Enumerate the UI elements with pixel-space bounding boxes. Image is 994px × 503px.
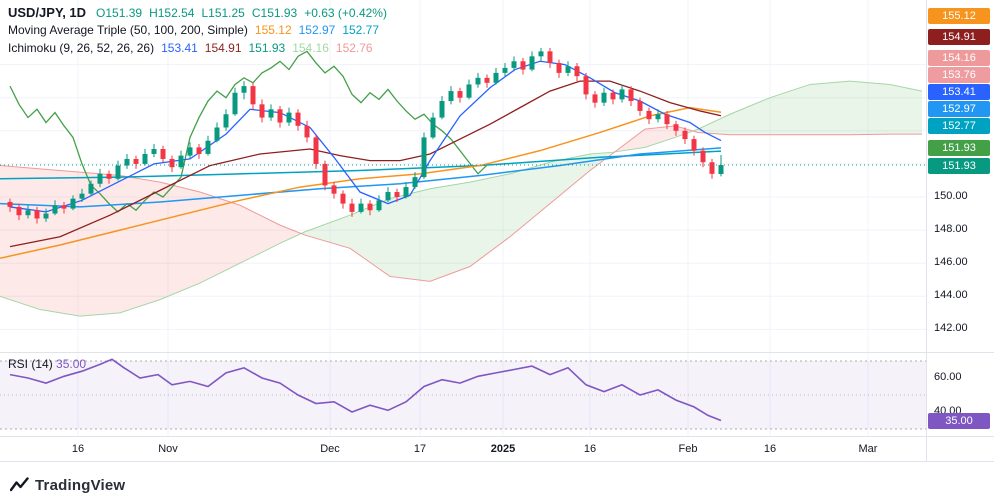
ma-legend-row[interactable]: Moving Average Triple (50, 100, 200, Sim… — [8, 23, 387, 41]
time-axis-label: 2025 — [490, 443, 516, 455]
price-axis-label: 144.00 — [934, 289, 968, 302]
price-axis-label: 150.00 — [934, 190, 968, 202]
price-badge-ichimoku-lead-b: 153.76 — [928, 67, 990, 83]
price-axis-label: 142.00 — [934, 322, 968, 335]
ichimoku-indicator-title: Ichimoku (9, 26, 52, 26, 26) — [8, 41, 155, 55]
ichimoku-value: 154.16 — [292, 41, 329, 55]
time-axis[interactable]: 16 Nov Dec 17 2025 16 Feb 16 Mar — [0, 437, 994, 461]
open-value: O151.39 — [96, 6, 143, 20]
time-axis-label: 16 — [763, 443, 777, 455]
price-badge-ichimoku-conversion: 153.41 — [928, 84, 990, 100]
close-value: C151.93 — [251, 6, 298, 20]
legend-panel: USD/JPY, 1D O151.39 H152.54 L151.25 C151… — [8, 5, 387, 59]
symbol-title: USD/JPY, 1D — [8, 5, 87, 20]
price-badge-ichimoku-lagging: 151.93 — [928, 140, 990, 156]
time-axis-label: 16 — [71, 443, 85, 455]
ichimoku-legend-row[interactable]: Ichimoku (9, 26, 52, 26, 26) 153.41 154.9… — [8, 41, 387, 59]
change-value: +0.63 (+0.42%) — [304, 6, 387, 20]
rsi-params: (14) — [31, 357, 53, 371]
rsi-axis-label: 60.00 — [934, 371, 962, 383]
ichimoku-value: 154.91 — [204, 41, 242, 55]
price-badge-ma100: 152.97 — [928, 101, 990, 117]
ma-value: 152.77 — [342, 23, 380, 37]
time-axis-label: Dec — [320, 443, 340, 455]
rsi-title: RSI — [8, 357, 29, 371]
time-axis-label: Feb — [678, 443, 698, 455]
price-badge-ichimoku-lead-a: 154.16 — [928, 50, 990, 66]
price-badge-ichimoku-base: 154.91 — [928, 29, 990, 45]
tradingview-logo[interactable]: TradingView — [10, 477, 125, 494]
ichimoku-value: 153.41 — [161, 41, 198, 55]
tradingview-logo-text: TradingView — [35, 477, 126, 494]
price-badge-ma200: 152.77 — [928, 118, 990, 134]
rsi-value: 35.00 — [56, 357, 87, 371]
symbol-legend-row[interactable]: USD/JPY, 1D O151.39 H152.54 L151.25 C151… — [8, 5, 387, 23]
time-axis-label: 17 — [413, 443, 427, 455]
rsi-value-badge: 35.00 — [928, 412, 990, 429]
ma-value: 155.12 — [254, 23, 292, 37]
ichimoku-value: 152.76 — [335, 41, 373, 55]
price-axis-label: 146.00 — [934, 256, 968, 269]
low-value: L151.25 — [201, 6, 245, 20]
high-value: H152.54 — [149, 6, 195, 20]
ma-values: 155.12 152.97 152.77 — [255, 23, 379, 41]
ichimoku-value: 151.93 — [248, 41, 286, 55]
price-axis-label: 148.00 — [934, 223, 968, 236]
tradingview-logo-icon — [10, 477, 29, 492]
time-axis-label: Mar — [858, 443, 878, 455]
price-badge-ma50: 155.12 — [928, 8, 990, 24]
price-badge-last-price: 151.93 — [928, 158, 990, 174]
time-axis-label: 16 — [583, 443, 597, 455]
ma-value: 152.97 — [298, 23, 336, 37]
rsi-legend-row[interactable]: RSI (14) 35.00 — [8, 357, 86, 371]
ichimoku-values: 153.41 154.91 151.93 154.16 152.76 — [161, 41, 373, 59]
price-axis[interactable]: 150.00 148.00 146.00 144.00 142.00 60.00 40.00… — [927, 0, 994, 461]
time-axis-label: Nov — [158, 443, 178, 455]
ma-indicator-title: Moving Average Triple (50, 100, 200, Sim… — [8, 23, 248, 37]
